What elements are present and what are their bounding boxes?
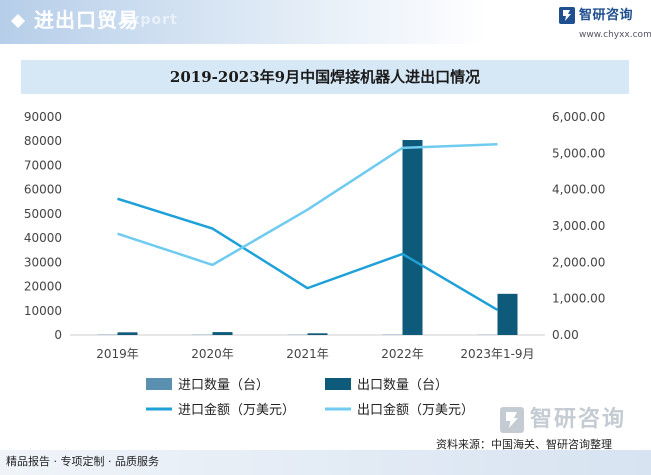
brand-name: 智研咨询 [579, 8, 634, 23]
legend-swatch [325, 378, 351, 390]
legend-label: 进口金额（万美元） [178, 402, 295, 418]
right-axis-tick-label: 0.00 [552, 328, 579, 342]
right-axis-tick-label: 5,000.00 [552, 146, 605, 160]
left-axis-tick-label: 40000 [24, 231, 62, 245]
left-axis-tick-label: 20000 [24, 280, 62, 294]
bar-export-qty [497, 293, 518, 335]
right-axis-tick-label: 1,000.00 [552, 292, 605, 306]
left-axis-tick-label: 30000 [24, 255, 62, 269]
left-axis-tick-label: 0 [54, 328, 62, 342]
chart: 0 10000 20000 30000 40000 50000 60000 70000 8000… [24, 110, 606, 418]
footer-logo-icon [500, 407, 524, 433]
brand-logo-icon [559, 7, 575, 24]
diamond-icon [11, 14, 25, 28]
footer-bar: 精品报告 · 专项定制 · 品质服务 [0, 450, 651, 475]
legend-label: 出口金额（万美元） [357, 402, 474, 418]
left-axis-tick-label: 50000 [24, 207, 62, 221]
x-axis-tick-label: 2022年 [381, 347, 424, 361]
right-axis-tick-label: 2,000.00 [552, 255, 605, 269]
x-axis-tick-label: 2020年 [191, 347, 234, 361]
x-axis-tick-label: 2019年 [96, 347, 139, 361]
chart-title: 2019-2023年9月中国焊接机器人进出口情况 [169, 68, 481, 86]
chart-title-bar: 2019-2023年9月中国焊接机器人进出口情况 [21, 60, 629, 94]
x-axis-tick-label: 2021年 [286, 347, 329, 361]
left-axis-tick-label: 80000 [24, 134, 62, 148]
right-axis-tick-label: 3,000.00 [552, 219, 605, 233]
bar-export-qty [402, 140, 423, 335]
left-axis-tick-label: 10000 [24, 304, 62, 318]
line-export-value [117, 143, 498, 267]
brand-url[interactable]: www.chyxx.com [579, 30, 651, 40]
bar-export-qty [307, 333, 328, 335]
bar-export-qty [117, 332, 138, 335]
legend-label: 进口数量（台） [178, 378, 269, 393]
line-import-value [117, 197, 499, 312]
right-axis-tick-label: 4,000.00 [552, 183, 605, 197]
header-title: 进出口贸易 [34, 8, 139, 32]
bar-export-qty [212, 332, 233, 335]
left-axis-tick-label: 60000 [24, 183, 62, 197]
source-note: 资料来源：中国海关、智研咨询整理 [436, 438, 612, 451]
footer-logo-name: 智研咨询 [530, 407, 627, 432]
header-banner: 进出口贸易 export [0, 0, 651, 44]
left-axis-tick-label: 70000 [24, 158, 62, 172]
x-axis-tick-label: 2023年1-9月 [460, 347, 534, 361]
legend-swatch [146, 378, 172, 390]
left-axis-tick-label: 90000 [24, 110, 62, 124]
legend-label: 出口数量（台） [357, 378, 448, 393]
header-watermark: export [120, 12, 178, 28]
right-axis-tick-label: 6,000.00 [552, 110, 605, 124]
footer-tagline: 精品报告 · 专项定制 · 品质服务 [6, 455, 159, 468]
